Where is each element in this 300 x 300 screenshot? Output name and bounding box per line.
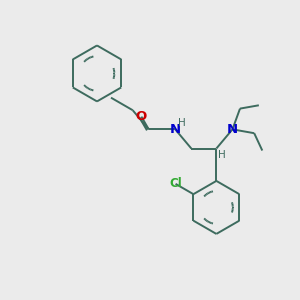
Text: N: N [170,123,181,136]
Text: Cl: Cl [169,177,182,190]
Text: H: H [178,118,186,128]
Text: O: O [136,110,147,123]
Text: N: N [227,123,238,136]
Text: H: H [218,150,226,160]
